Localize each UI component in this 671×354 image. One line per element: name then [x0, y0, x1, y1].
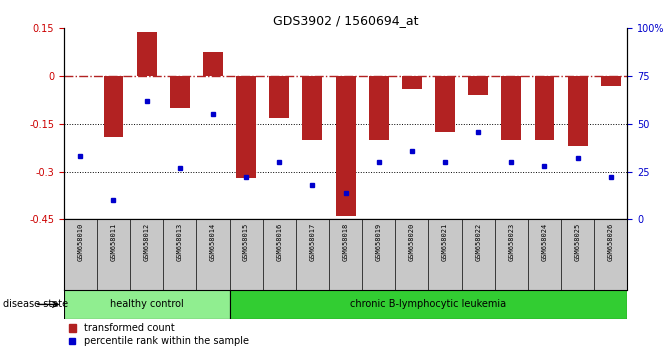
Text: chronic B-lymphocytic leukemia: chronic B-lymphocytic leukemia	[350, 299, 507, 309]
Bar	[435, 76, 455, 132]
Text: GSM658023: GSM658023	[509, 223, 515, 261]
Bar	[203, 52, 223, 76]
Text: GSM658015: GSM658015	[243, 223, 249, 261]
Bar	[402, 76, 422, 89]
Bar	[601, 76, 621, 86]
Bar	[103, 76, 123, 137]
Bar	[468, 76, 488, 95]
Bar	[229, 290, 627, 319]
Bar	[535, 76, 554, 140]
Bar	[64, 290, 229, 319]
Title: GDS3902 / 1560694_at: GDS3902 / 1560694_at	[273, 14, 418, 27]
Legend: transformed count, percentile rank within the sample: transformed count, percentile rank withi…	[68, 324, 249, 346]
Bar	[269, 76, 289, 118]
Text: GSM658017: GSM658017	[309, 223, 315, 261]
Bar	[170, 76, 190, 108]
Bar	[137, 32, 156, 76]
Text: GSM658014: GSM658014	[210, 223, 216, 261]
Text: GSM658025: GSM658025	[574, 223, 580, 261]
Text: GSM658022: GSM658022	[475, 223, 481, 261]
Text: GSM658018: GSM658018	[343, 223, 348, 261]
Text: GSM658024: GSM658024	[541, 223, 548, 261]
Text: GSM658011: GSM658011	[111, 223, 117, 261]
Text: GSM658026: GSM658026	[608, 223, 614, 261]
Bar	[369, 76, 389, 140]
Bar	[303, 76, 322, 140]
Text: GSM658010: GSM658010	[77, 223, 83, 261]
Text: GSM658012: GSM658012	[144, 223, 150, 261]
Bar	[568, 76, 588, 146]
Text: GSM658019: GSM658019	[376, 223, 382, 261]
Bar	[236, 76, 256, 178]
Bar	[501, 76, 521, 140]
Text: disease state: disease state	[3, 299, 68, 309]
Bar	[336, 76, 356, 216]
Text: GSM658021: GSM658021	[442, 223, 448, 261]
Text: GSM658016: GSM658016	[276, 223, 282, 261]
Text: healthy control: healthy control	[110, 299, 183, 309]
Text: GSM658020: GSM658020	[409, 223, 415, 261]
Text: GSM658013: GSM658013	[176, 223, 183, 261]
